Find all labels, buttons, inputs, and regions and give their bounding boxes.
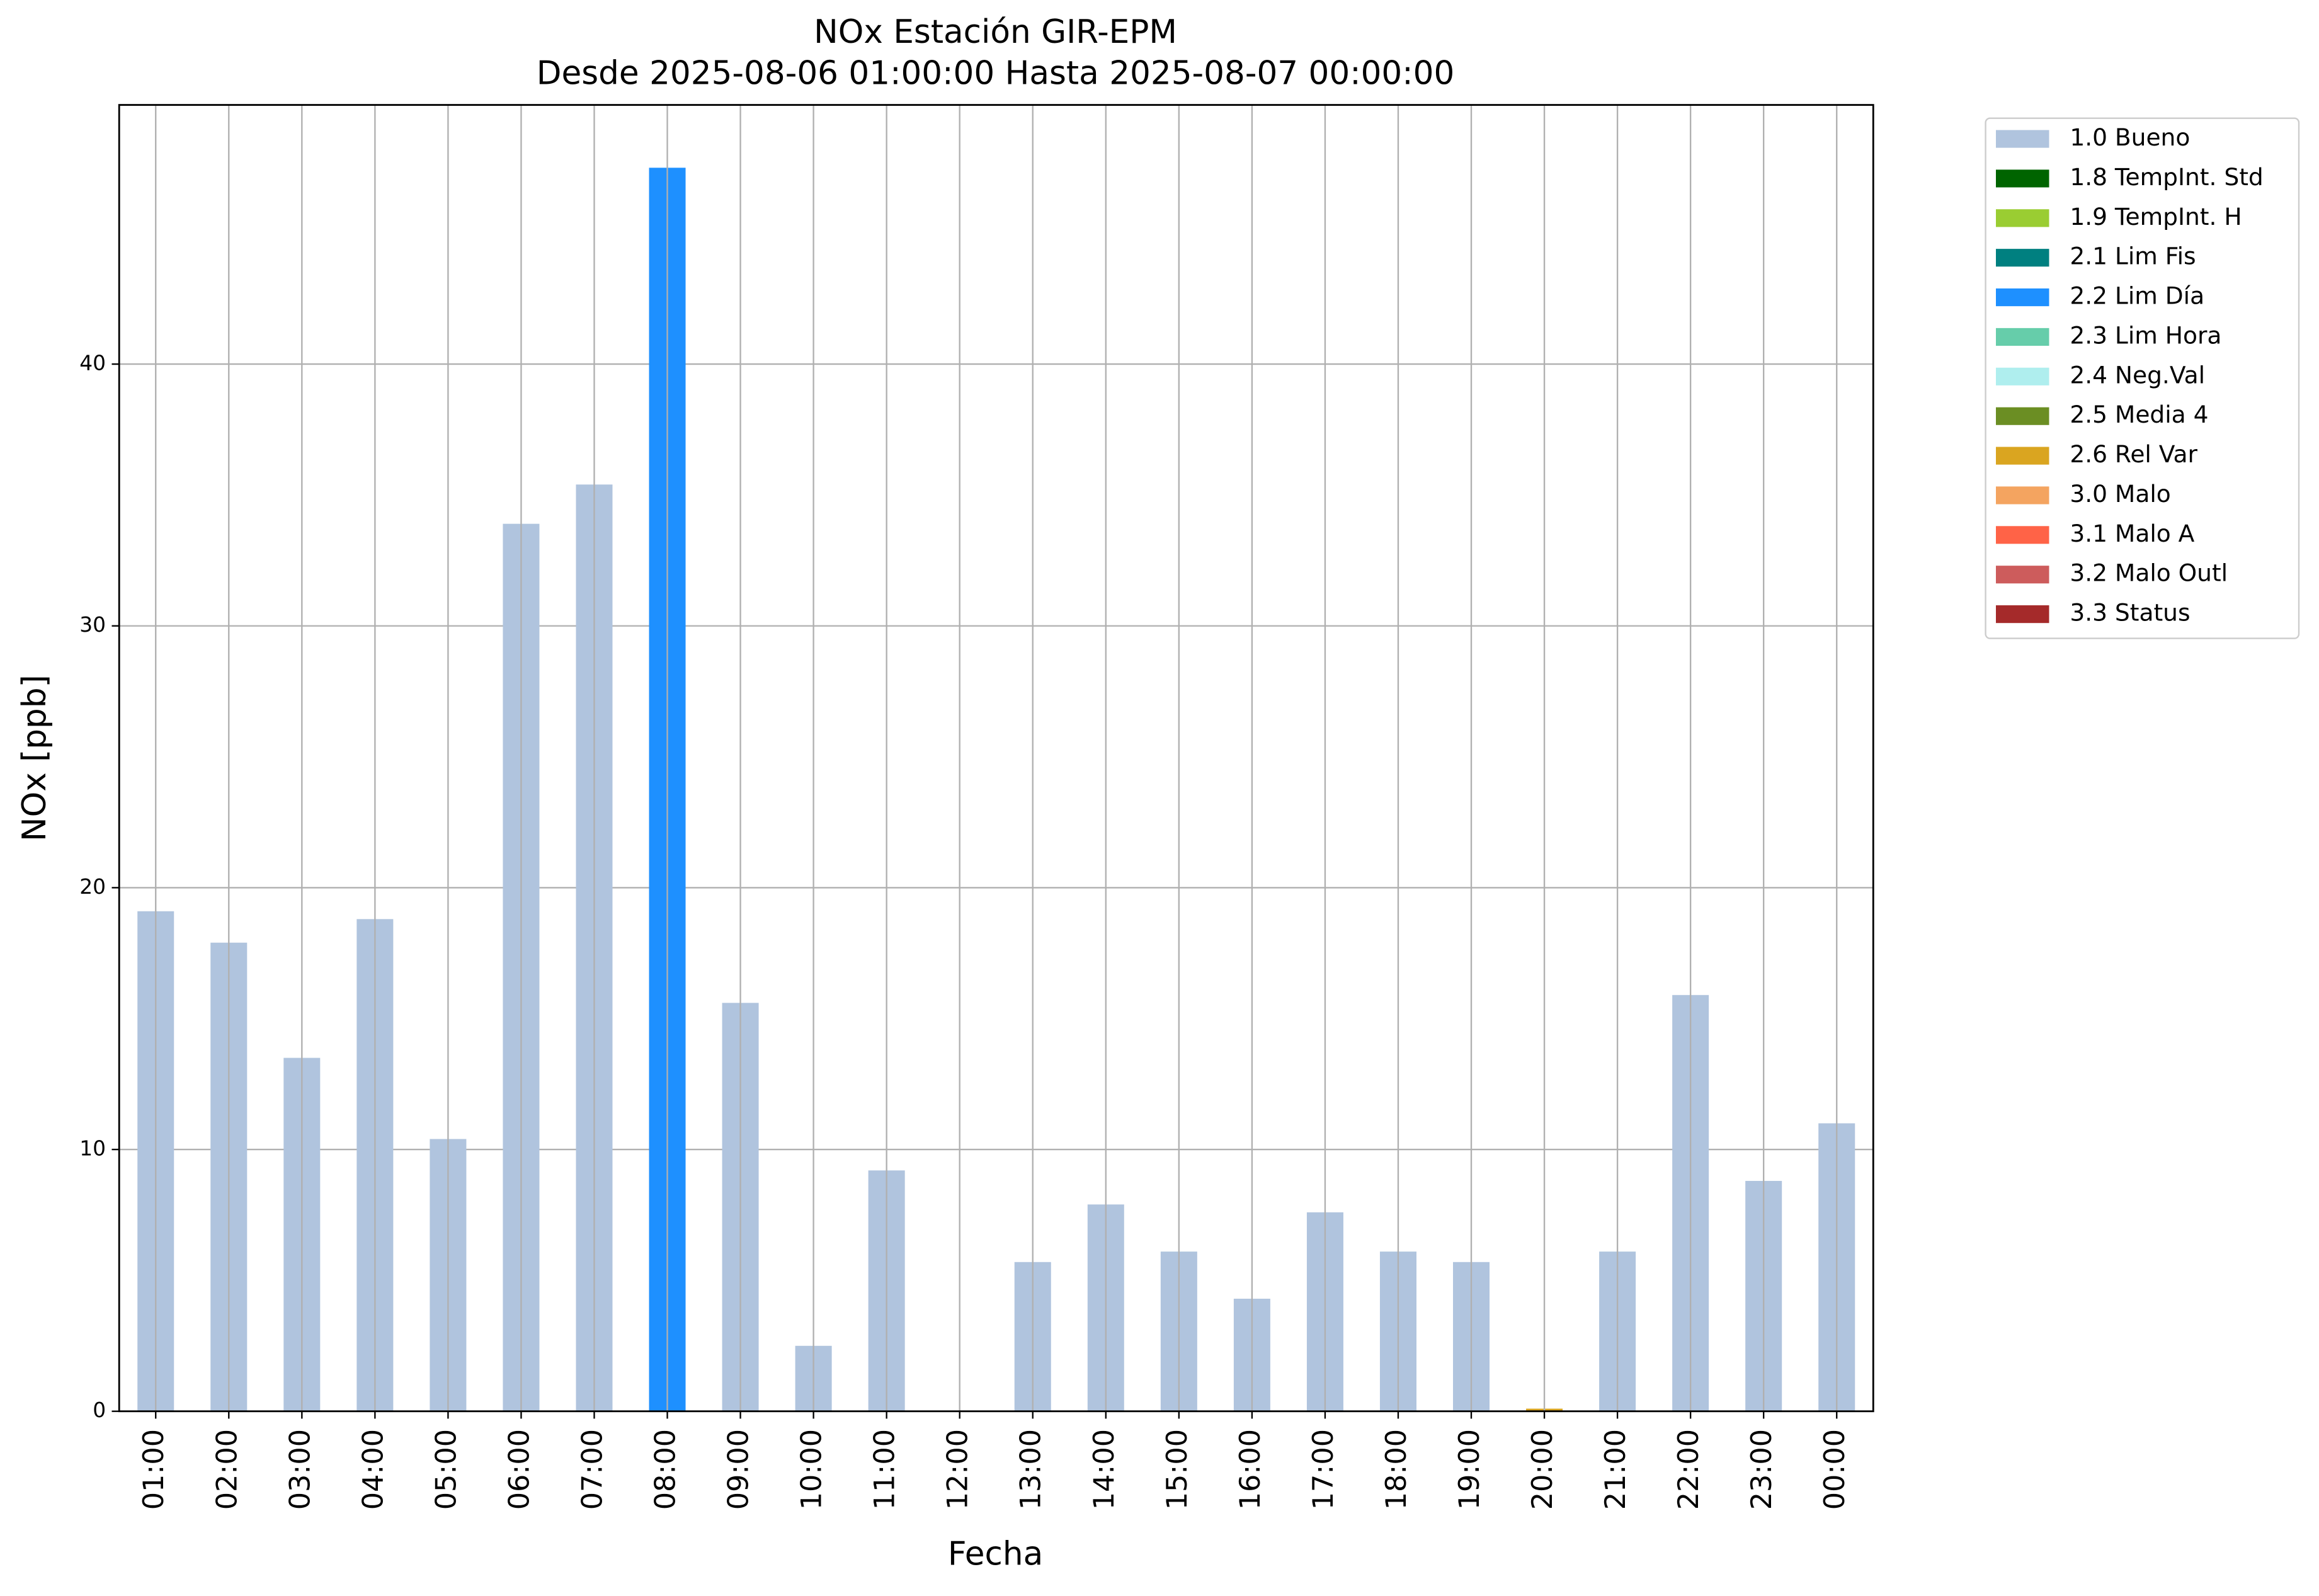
legend-label: 2.3 Lim Hora <box>2070 321 2221 349</box>
legend-label: 2.1 Lim Fis <box>2070 242 2196 270</box>
legend-entries: 1.0 Bueno 1.8 TempInt. Std 1.9 TempInt. H 2… <box>1996 123 2264 627</box>
x-tick-label: 07:00 <box>576 1429 608 1510</box>
x-tick-label: 13:00 <box>1015 1429 1047 1510</box>
legend-swatch <box>1996 169 2049 188</box>
legend-swatch <box>1996 130 2049 148</box>
legend-swatch <box>1996 566 2049 584</box>
legend-label: 1.8 TempInt. Std <box>2070 163 2263 191</box>
y-tick-label: 40 <box>79 351 106 375</box>
x-tick-label: 11:00 <box>869 1429 901 1510</box>
x-tick-label: 04:00 <box>356 1429 389 1510</box>
legend-label: 2.2 Lim Día <box>2070 282 2204 310</box>
x-axis-label: Fecha <box>948 1536 1043 1573</box>
y-tick-label: 10 <box>79 1137 106 1161</box>
ticks: 0 10 20 30 40 01:00 02:00 03:00 04:00 05:00 06:00 0… <box>79 351 1851 1510</box>
legend-swatch <box>1996 249 2049 267</box>
legend-swatch <box>1996 526 2049 544</box>
x-tick-label: 18:00 <box>1380 1429 1413 1510</box>
legend-swatch <box>1996 367 2049 385</box>
legend-label: 3.2 Malo Outl <box>2070 559 2228 587</box>
y-tick-label: 0 <box>93 1398 106 1422</box>
x-tick-label: 09:00 <box>722 1429 755 1510</box>
y-tick-label: 20 <box>79 875 106 899</box>
x-tick-label: 20:00 <box>1526 1429 1559 1510</box>
chart-subtitle: Desde 2025-08-06 01:00:00 Hasta 2025-08-… <box>537 55 1455 93</box>
plot-frame <box>118 104 1874 1413</box>
legend-label: 3.3 Status <box>2070 599 2190 627</box>
legend-swatch <box>1996 288 2049 307</box>
y-axis-label: NOx [ppb] <box>16 675 54 841</box>
legend-label: 1.0 Bueno <box>2070 123 2190 151</box>
legend-swatch <box>1996 486 2049 504</box>
x-tick-label: 16:00 <box>1234 1429 1267 1510</box>
x-tick-label: 14:00 <box>1088 1429 1120 1510</box>
x-tick-label: 03:00 <box>283 1429 316 1510</box>
x-tick-label: 06:00 <box>503 1429 535 1510</box>
x-tick-label: 17:00 <box>1307 1429 1340 1510</box>
y-tick-label: 30 <box>79 613 106 637</box>
x-tick-label: 05:00 <box>430 1429 462 1510</box>
chart-title: NOx Estación GIR-EPM <box>814 13 1177 51</box>
legend-swatch <box>1996 447 2049 465</box>
legend-label: 3.0 Malo <box>2070 480 2170 508</box>
legend-swatch <box>1996 407 2049 425</box>
x-tick-label: 12:00 <box>942 1429 974 1510</box>
legend-swatch <box>1996 328 2049 346</box>
legend <box>1985 117 2300 639</box>
x-tick-label: 23:00 <box>1745 1429 1778 1510</box>
x-tick-label: 08:00 <box>649 1429 682 1510</box>
legend-label: 2.6 Rel Var <box>2070 440 2197 468</box>
legend-label: 1.9 TempInt. H <box>2070 203 2242 231</box>
legend-swatch <box>1996 209 2049 227</box>
x-tick-label: 10:00 <box>795 1429 828 1510</box>
x-tick-label: 19:00 <box>1453 1429 1486 1510</box>
bars <box>137 105 1855 1411</box>
x-tick-label: 22:00 <box>1672 1429 1705 1510</box>
legend-label: 3.1 Malo A <box>2070 520 2194 547</box>
x-tick-label: 15:00 <box>1161 1429 1194 1510</box>
x-tick-label: 00:00 <box>1818 1429 1851 1510</box>
x-tick-label: 21:00 <box>1599 1429 1632 1510</box>
legend-swatch <box>1996 605 2049 624</box>
legend-label: 2.5 Media 4 <box>2070 401 2208 428</box>
legend-label: 2.4 Neg.Val <box>2070 361 2205 389</box>
x-tick-label: 01:00 <box>137 1429 170 1510</box>
x-tick-label: 02:00 <box>210 1429 243 1510</box>
